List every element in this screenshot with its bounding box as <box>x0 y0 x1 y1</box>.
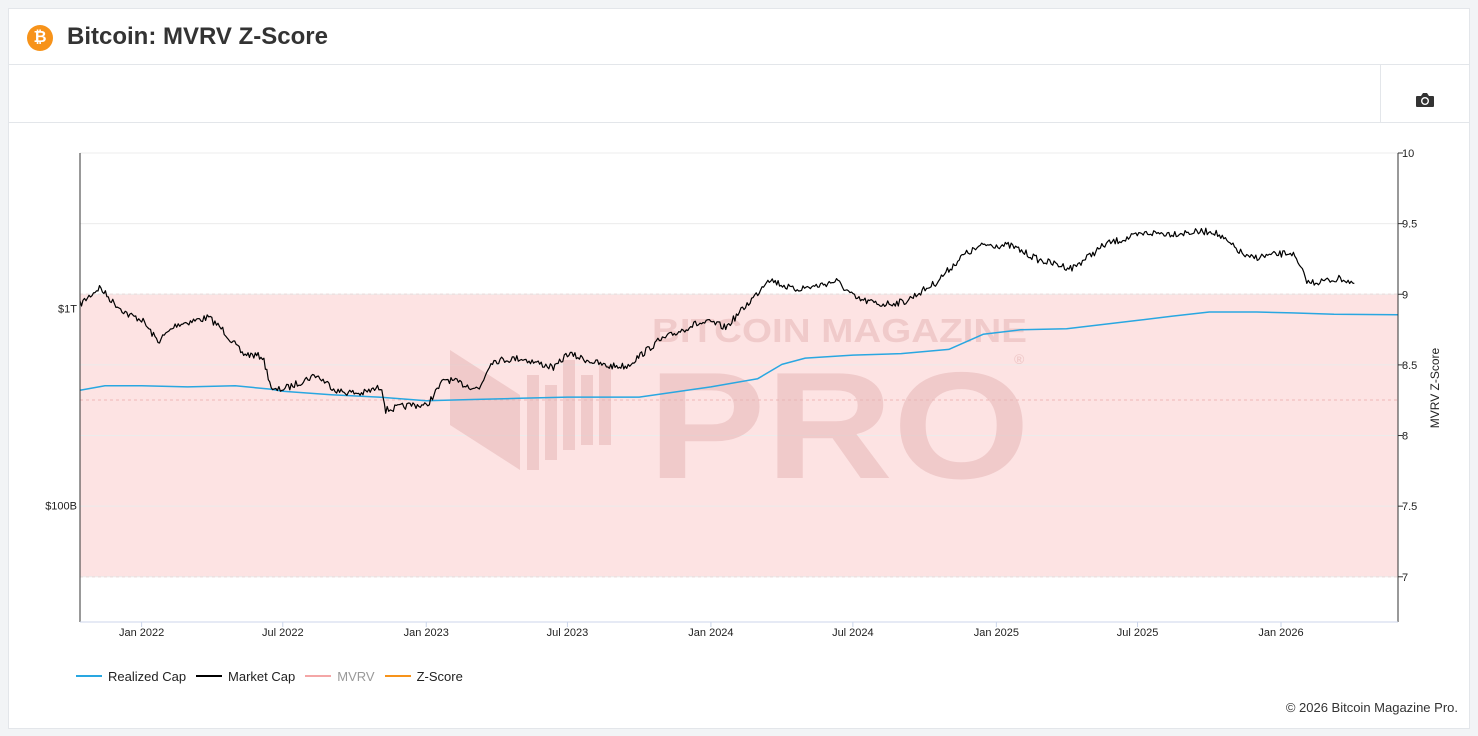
y-right-tick-label: 7 <box>1402 572 1408 584</box>
legend-swatch <box>305 675 332 677</box>
camera-icon[interactable] <box>1414 91 1436 109</box>
y-right-tick-label: 9.5 <box>1402 219 1417 231</box>
y-right-tick-label: 8.5 <box>1402 360 1417 372</box>
legend-item[interactable]: Z-Score <box>384 668 463 684</box>
realized-cap-line[interactable] <box>79 311 1399 402</box>
watermark-registered-mark: ® <box>1014 351 1025 367</box>
bitcoin-logo-icon: ₿ <box>27 25 53 51</box>
y-left-tick-label: $1T <box>58 304 77 316</box>
y-left-tick-label: $100B <box>45 501 77 513</box>
legend-label: Market Cap <box>228 668 296 684</box>
x-tick-label: Jan 2024 <box>688 627 733 639</box>
watermark-line2: PRO <box>648 341 1030 511</box>
copyright-notice: © 2026 Bitcoin Magazine Pro. <box>1285 700 1458 715</box>
legend-label: Z-Score <box>416 668 463 684</box>
y-right-tick-label: 8 <box>1402 431 1408 443</box>
x-tick-label: Jan 2026 <box>1258 627 1303 639</box>
x-tick-label: Jul 2025 <box>1117 627 1159 639</box>
x-tick-label: Jan 2023 <box>404 627 449 639</box>
x-tick-label: Jul 2023 <box>547 627 589 639</box>
legend-label: MVRV <box>337 668 375 684</box>
legend-item[interactable]: Realized Cap <box>76 669 186 684</box>
toolbar-divider <box>1380 65 1381 122</box>
y-right-tick-label: 9 <box>1402 289 1408 301</box>
legend-label: Realized Cap <box>108 668 187 684</box>
page-title: Bitcoin: MVRV Z-Score <box>67 23 328 50</box>
market-cap-line[interactable] <box>79 227 1355 414</box>
x-tick-label: Jan 2025 <box>974 627 1019 639</box>
y-right-tick-label: 10 <box>1402 148 1414 160</box>
legend-item[interactable]: Market Cap <box>196 669 295 684</box>
x-tick-label: Jul 2022 <box>262 627 304 639</box>
x-tick-label: Jan 2022 <box>119 627 164 639</box>
chart-header: ₿ Bitcoin: MVRV Z-Score <box>9 9 1469 65</box>
legend-swatch <box>76 675 102 677</box>
legend-item[interactable]: MVRV <box>305 668 375 684</box>
x-tick-label: Jul 2024 <box>832 627 874 639</box>
chart-toolbar <box>9 65 1469 123</box>
legend-swatch <box>384 675 411 677</box>
legend-swatch <box>196 675 223 677</box>
y-right-axis-title: MVRV Z-Score <box>1428 347 1442 428</box>
chart-legend: Realized Cap Market Cap MVRV Z-Score <box>76 666 473 686</box>
y-right-tick-label: 7.5 <box>1402 501 1417 513</box>
